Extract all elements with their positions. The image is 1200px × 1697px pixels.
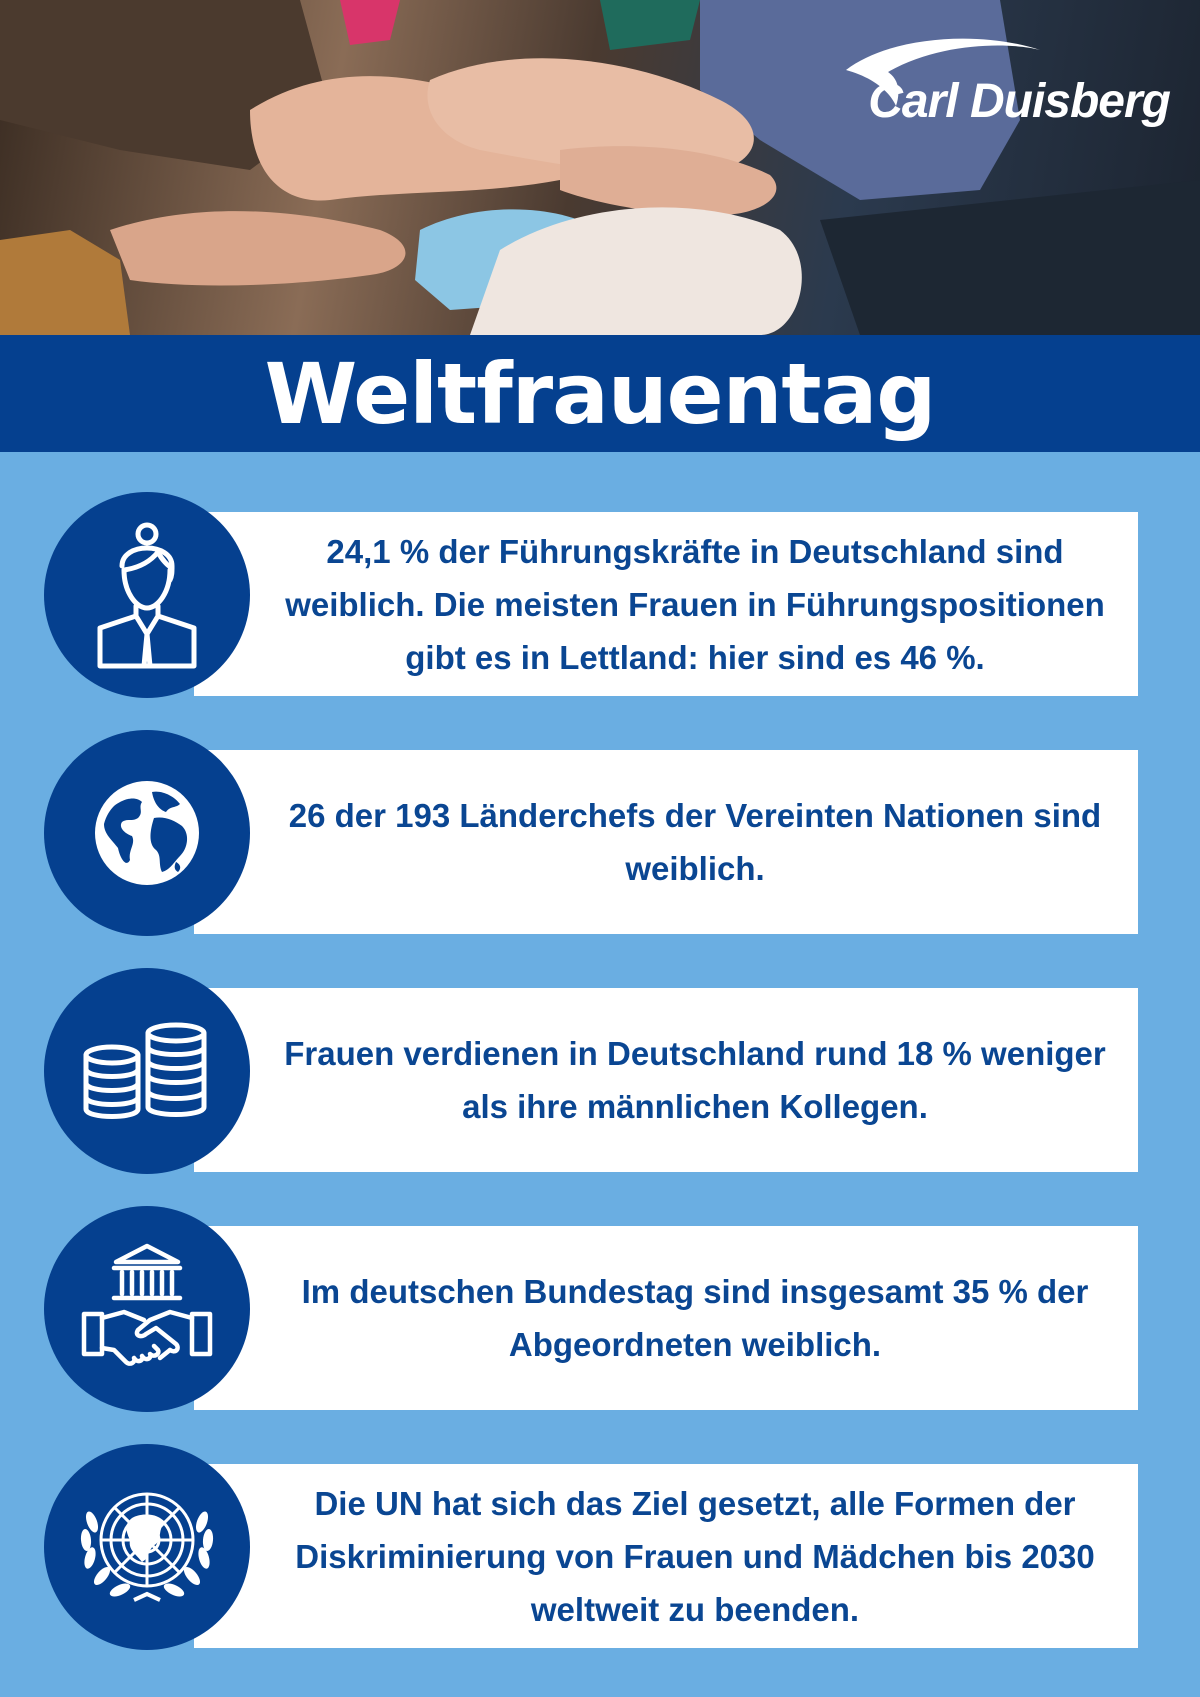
fact-item-un-goal: Die UN hat sich das Ziel gesetzt, alle F… bbox=[44, 1444, 1138, 1654]
coins-icon bbox=[83, 1022, 207, 1119]
icon-circle bbox=[44, 492, 250, 698]
icon-circle bbox=[44, 730, 250, 936]
title-band: Weltfrauentag bbox=[0, 335, 1200, 452]
icon-circle bbox=[44, 1206, 250, 1412]
carl-duisberg-logo: Carl Duisberg bbox=[830, 34, 1171, 144]
page-title: Weltfrauentag bbox=[264, 344, 937, 443]
fact-item-pay-gap: Frauen verdienen in Deutschland rund 18 … bbox=[44, 968, 1138, 1178]
fact-text: Die UN hat sich das Ziel gesetzt, alle F… bbox=[295, 1484, 1095, 1628]
logo-swoosh-icon bbox=[846, 38, 1040, 106]
fact-card bbox=[194, 1464, 1138, 1648]
fact-text: 26 der 193 Länderchefs der Vereinten Nat… bbox=[288, 797, 1102, 887]
hero-photo: Carl Duisberg bbox=[0, 0, 1200, 335]
parliament-handshake-icon bbox=[81, 1243, 213, 1366]
globe-icon bbox=[95, 781, 199, 885]
un-emblem-icon bbox=[80, 1492, 214, 1602]
icon-circle bbox=[44, 968, 250, 1174]
fact-item-un-leaders: 26 der 193 Länderchefs der Vereinten Nat… bbox=[44, 730, 1138, 940]
fact-text: 24,1 % der Führungskräfte in Deutschland… bbox=[285, 532, 1105, 676]
stacked-hands-illustration bbox=[0, 0, 1200, 335]
fact-card bbox=[194, 1226, 1138, 1410]
fact-card bbox=[194, 750, 1138, 934]
fact-text: Frauen verdienen in Deutschland rund 18 … bbox=[284, 1035, 1106, 1125]
fact-text: Im deutschen Bundestag sind insgesamt 35… bbox=[301, 1273, 1089, 1363]
icon-circle bbox=[44, 1444, 250, 1650]
fact-card bbox=[194, 512, 1138, 696]
logo-text: Carl Duisberg bbox=[868, 75, 1171, 128]
fact-card bbox=[194, 988, 1138, 1172]
businesswoman-icon bbox=[97, 522, 197, 669]
fact-item-bundestag: Im deutschen Bundestag sind insgesamt 35… bbox=[44, 1206, 1138, 1416]
fact-item-leadership: 24,1 % der Führungskräfte in Deutschland… bbox=[44, 492, 1138, 702]
